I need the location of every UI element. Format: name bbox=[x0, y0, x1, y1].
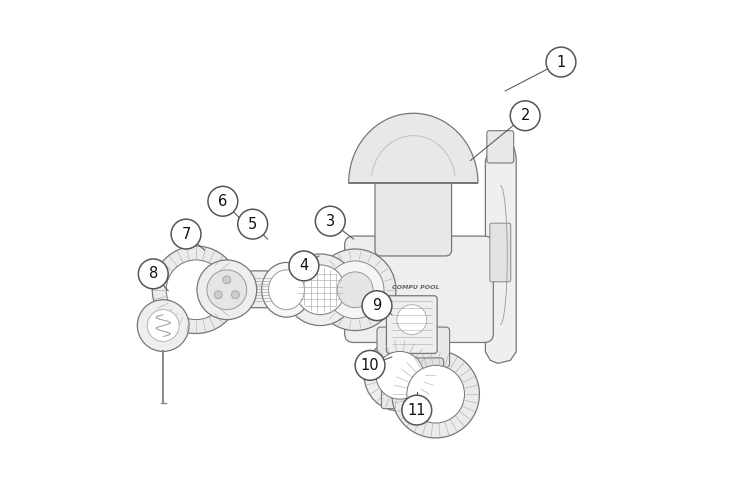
Ellipse shape bbox=[268, 270, 305, 310]
FancyBboxPatch shape bbox=[383, 358, 444, 390]
Text: 5: 5 bbox=[248, 216, 257, 232]
PathPatch shape bbox=[485, 140, 516, 364]
Circle shape bbox=[364, 340, 435, 411]
Circle shape bbox=[314, 249, 396, 330]
Circle shape bbox=[392, 350, 480, 438]
Polygon shape bbox=[349, 114, 478, 183]
FancyBboxPatch shape bbox=[381, 375, 418, 408]
Text: 4: 4 bbox=[299, 258, 308, 274]
Text: 11: 11 bbox=[408, 402, 426, 417]
Circle shape bbox=[138, 259, 168, 289]
Circle shape bbox=[337, 272, 373, 308]
FancyBboxPatch shape bbox=[377, 327, 450, 368]
Circle shape bbox=[147, 310, 179, 342]
Circle shape bbox=[138, 300, 189, 352]
Text: 8: 8 bbox=[149, 266, 158, 281]
Circle shape bbox=[546, 47, 576, 77]
Circle shape bbox=[208, 186, 238, 216]
FancyBboxPatch shape bbox=[387, 296, 437, 354]
Text: 3: 3 bbox=[326, 214, 335, 228]
Circle shape bbox=[326, 261, 384, 318]
Text: 6: 6 bbox=[218, 194, 228, 209]
Text: 1: 1 bbox=[556, 54, 566, 70]
Circle shape bbox=[207, 270, 247, 310]
Circle shape bbox=[214, 291, 222, 298]
Text: 2: 2 bbox=[520, 108, 530, 123]
Text: 9: 9 bbox=[372, 298, 381, 313]
FancyBboxPatch shape bbox=[487, 130, 514, 163]
Circle shape bbox=[296, 265, 345, 314]
Circle shape bbox=[238, 209, 268, 239]
Circle shape bbox=[152, 246, 240, 334]
Circle shape bbox=[511, 101, 540, 130]
Circle shape bbox=[355, 350, 385, 380]
FancyBboxPatch shape bbox=[490, 223, 511, 282]
Circle shape bbox=[376, 352, 423, 399]
Circle shape bbox=[315, 206, 345, 236]
Circle shape bbox=[407, 366, 465, 423]
Circle shape bbox=[397, 304, 426, 334]
Ellipse shape bbox=[262, 262, 311, 317]
Text: COMPU POOL: COMPU POOL bbox=[392, 285, 439, 290]
Circle shape bbox=[402, 395, 432, 425]
Circle shape bbox=[284, 254, 356, 326]
Circle shape bbox=[171, 219, 201, 249]
FancyBboxPatch shape bbox=[375, 177, 452, 256]
Text: 10: 10 bbox=[361, 358, 379, 373]
FancyBboxPatch shape bbox=[344, 236, 493, 343]
Circle shape bbox=[289, 251, 319, 281]
Text: 7: 7 bbox=[181, 226, 191, 242]
Circle shape bbox=[197, 260, 256, 320]
FancyBboxPatch shape bbox=[232, 271, 284, 308]
Circle shape bbox=[223, 276, 231, 284]
Circle shape bbox=[166, 260, 226, 320]
Circle shape bbox=[362, 291, 392, 320]
Circle shape bbox=[232, 291, 239, 298]
